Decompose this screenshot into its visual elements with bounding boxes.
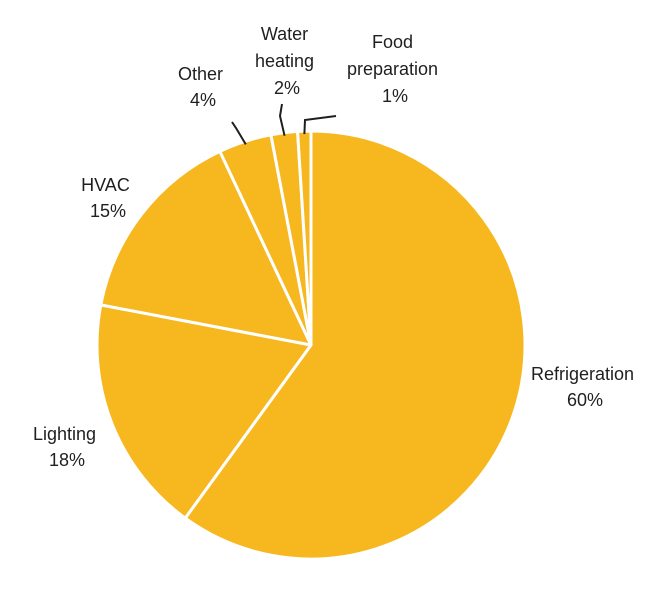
label-hvac-name: HVAC <box>81 175 130 195</box>
label-water-heating-value: 2% <box>274 78 300 98</box>
label-refrigeration-value: 60% <box>567 390 603 410</box>
label-food-preparation-value: 1% <box>382 86 408 106</box>
label-water-heating: Water heating 2% <box>255 24 319 98</box>
label-lighting-name: Lighting <box>33 424 96 444</box>
label-food-preparation-name-line1: Food <box>372 32 413 52</box>
leader-line-food-preparation <box>303 115 337 135</box>
slice-hvac <box>99 149 313 347</box>
slices-group <box>95 129 527 561</box>
label-lighting-value: 18% <box>49 450 85 470</box>
leader-line-water-heating <box>278 103 286 136</box>
slice-lighting <box>95 303 313 520</box>
label-other-name: Other <box>178 64 223 84</box>
label-refrigeration-name: Refrigeration <box>531 364 634 384</box>
leader-lines-group <box>231 103 337 145</box>
label-food-preparation: Food preparation 1% <box>347 32 443 106</box>
label-water-heating-name-line2: heating <box>255 51 314 71</box>
slice-refrigeration <box>183 129 527 561</box>
label-other-value: 4% <box>190 90 216 110</box>
label-lighting: Lighting 18% <box>33 424 101 470</box>
label-water-heating-name-line1: Water <box>261 24 308 44</box>
label-hvac: HVAC 15% <box>81 175 135 221</box>
label-hvac-value: 15% <box>90 201 126 221</box>
leader-line-other <box>231 121 247 145</box>
label-food-preparation-name-line2: preparation <box>347 59 438 79</box>
label-other: Other 4% <box>178 64 228 110</box>
label-refrigeration: Refrigeration 60% <box>531 364 639 410</box>
